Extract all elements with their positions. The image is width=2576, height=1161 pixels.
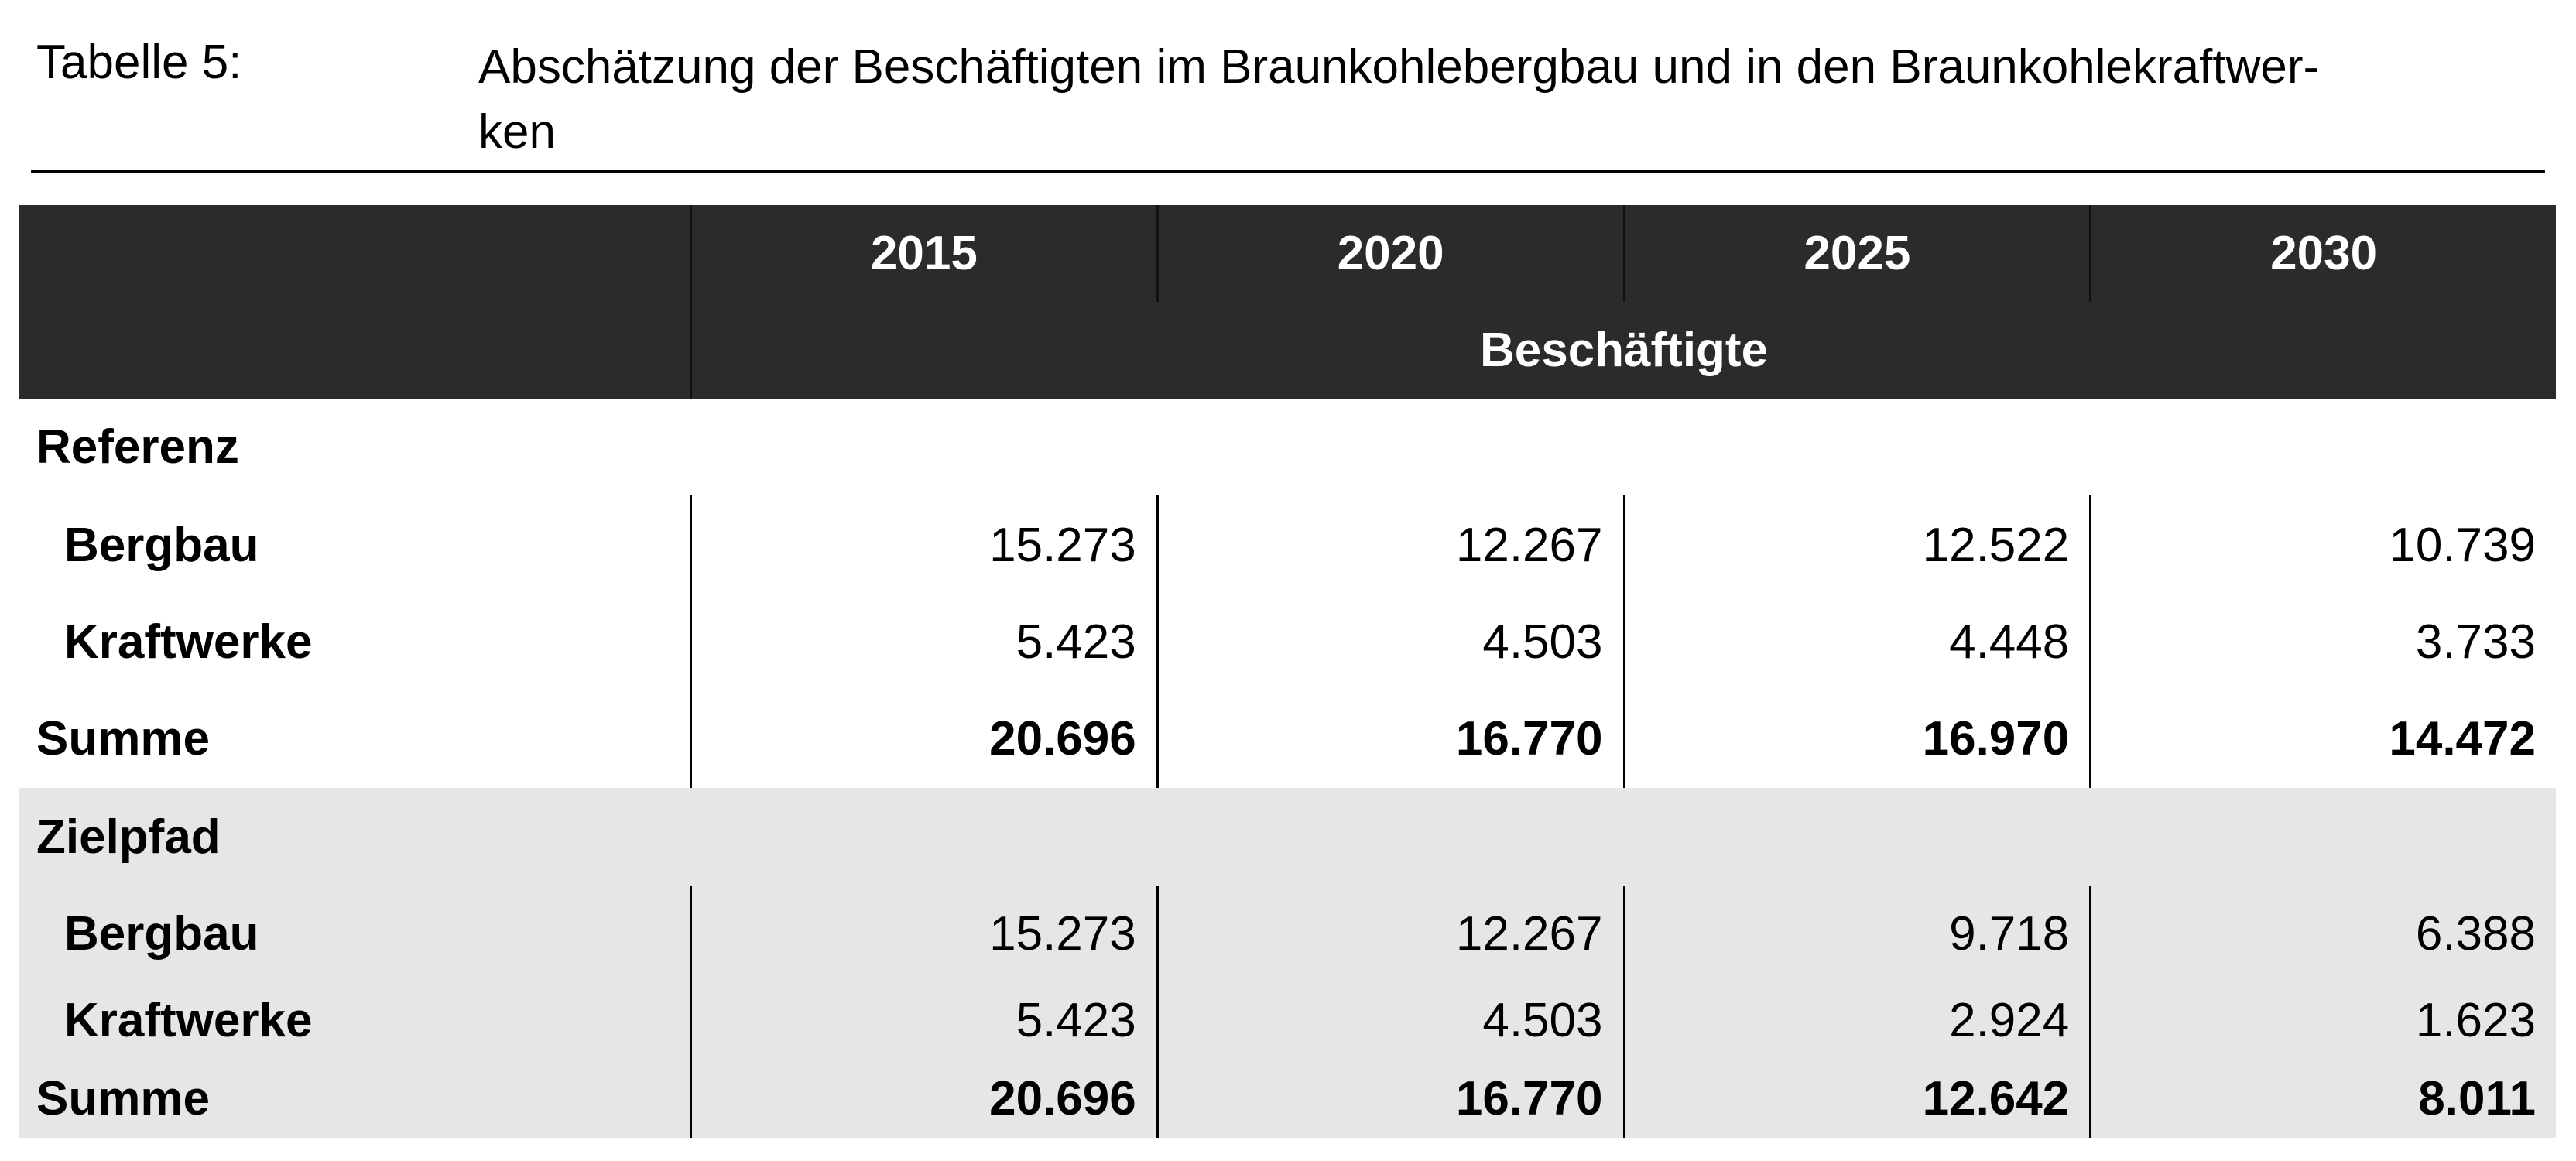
header-row: 2015 2020 2025 2030	[19, 205, 2556, 302]
total-cell: 20.696	[690, 690, 1156, 788]
year-header: 2020	[1156, 205, 1623, 302]
header-cell	[19, 205, 690, 302]
total-cell: 16.770	[1156, 690, 1623, 788]
total-cell: 8.011	[2089, 1059, 2556, 1138]
total-cell: 16.770	[1156, 1059, 1623, 1138]
year-header: 2015	[690, 205, 1156, 302]
total-cell: 12.642	[1622, 1059, 2090, 1138]
value-cell: 5.423	[690, 594, 1156, 690]
row-label: Kraftwerke	[64, 993, 313, 1047]
value-cell: 12.522	[1622, 495, 2090, 594]
section-row: Zielpfad	[19, 788, 2556, 886]
title-line: Abschätzung der Beschäftigten im Braunko…	[478, 40, 2320, 94]
data-row: Kraftwerke 5.423 4.503 4.448 3.733	[19, 594, 2556, 690]
total-label: Summe	[36, 712, 210, 765]
total-cell: 14.472	[2089, 690, 2556, 788]
value-cell: 4.503	[1156, 981, 1623, 1059]
value-cell: 15.273	[690, 495, 1156, 594]
total-row: Summe 20.696 16.770 16.970 14.472	[19, 690, 2556, 788]
value-cell: 2.924	[1622, 981, 2090, 1059]
section-row: Referenz	[19, 399, 2556, 495]
header-cell	[19, 302, 690, 399]
year-header: 2025	[1622, 205, 2090, 302]
data-row: Bergbau 15.273 12.267 12.522 10.739	[19, 495, 2556, 594]
value-cell: 15.273	[690, 886, 1156, 981]
section-label: Referenz	[36, 420, 239, 474]
value-cell: 12.267	[1156, 495, 1623, 594]
table: 2015 2020 2025 2030 Beschäftigte Referenz Berg…	[19, 205, 2556, 1138]
caption-rule	[31, 170, 2545, 173]
year-header: 2030	[2089, 205, 2556, 302]
caption-title: Abschätzung der Beschäftigten im Braunko…	[478, 35, 2319, 165]
section-label: Zielpfad	[36, 810, 221, 864]
value-cell: 9.718	[1622, 886, 2090, 981]
value-cell: 10.739	[2089, 495, 2556, 594]
unit-header: Beschäftigte	[690, 302, 2556, 399]
value-cell: 6.388	[2089, 886, 2556, 981]
data-row: Kraftwerke 5.423 4.503 2.924 1.623	[19, 981, 2556, 1059]
total-label: Summe	[36, 1071, 210, 1125]
total-cell: 16.970	[1622, 690, 2090, 788]
value-cell: 3.733	[2089, 594, 2556, 690]
header-row: Beschäftigte	[19, 302, 2556, 399]
title-line: ken	[478, 105, 556, 159]
row-label: Kraftwerke	[64, 615, 313, 669]
data-row: Bergbau 15.273 12.267 9.718 6.388	[19, 886, 2556, 981]
row-label: Bergbau	[64, 518, 259, 572]
row-label: Bergbau	[64, 907, 259, 961]
value-cell: 5.423	[690, 981, 1156, 1059]
value-cell: 4.448	[1622, 594, 2090, 690]
value-cell: 1.623	[2089, 981, 2556, 1059]
value-cell: 12.267	[1156, 886, 1623, 981]
total-cell: 20.696	[690, 1059, 1156, 1138]
total-row: Summe 20.696 16.770 12.642 8.011	[19, 1059, 2556, 1138]
value-cell: 4.503	[1156, 594, 1623, 690]
caption-label: Tabelle 5:	[36, 36, 242, 89]
